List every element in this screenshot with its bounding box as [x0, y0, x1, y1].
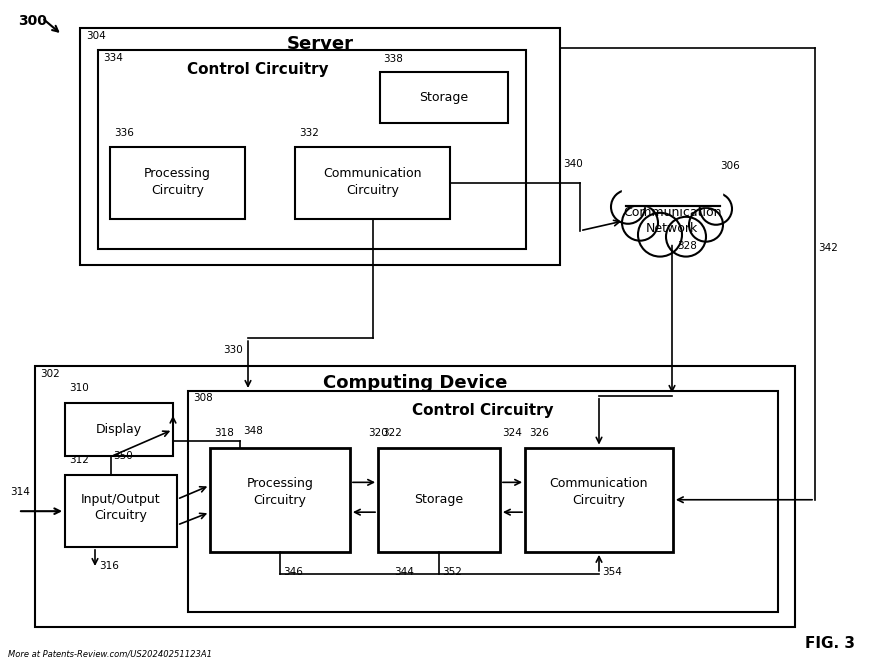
Text: Network: Network [646, 222, 698, 235]
Text: Communication: Communication [323, 166, 422, 180]
Text: Storage: Storage [420, 91, 468, 104]
Bar [622, 186, 722, 206]
Text: Circuitry: Circuitry [573, 494, 626, 507]
Text: 318: 318 [214, 428, 234, 438]
Text: 312: 312 [69, 455, 89, 465]
Text: Computing Device: Computing Device [323, 374, 507, 392]
Bar [378, 447, 500, 552]
Bar [624, 186, 720, 206]
Bar [295, 147, 450, 219]
Text: Server: Server [287, 35, 354, 53]
Text: Storage: Storage [414, 493, 464, 506]
Circle shape [700, 193, 732, 225]
Text: Circuitry: Circuitry [346, 184, 399, 197]
Text: 338: 338 [383, 53, 403, 63]
Ellipse shape [622, 196, 722, 236]
Text: 310: 310 [69, 383, 89, 393]
Text: 336: 336 [114, 128, 134, 138]
Text: 322: 322 [382, 428, 402, 438]
Circle shape [638, 213, 682, 257]
Text: Circuitry: Circuitry [151, 184, 204, 197]
Text: 340: 340 [563, 159, 583, 169]
Text: 314: 314 [10, 487, 30, 497]
Circle shape [666, 216, 706, 257]
Text: 326: 326 [529, 428, 549, 438]
Text: 300: 300 [18, 14, 47, 28]
Bar [65, 403, 173, 457]
Text: Input/Output: Input/Output [81, 493, 161, 506]
Bar [98, 50, 526, 249]
Text: 352: 352 [442, 567, 462, 577]
Text: 316: 316 [99, 561, 119, 571]
Text: Circuitry: Circuitry [94, 509, 148, 521]
Text: 346: 346 [283, 567, 303, 577]
Text: Communication: Communication [623, 207, 722, 219]
Text: 328: 328 [677, 241, 697, 251]
Text: Control Circuitry: Control Circuitry [187, 62, 329, 77]
Text: 306: 306 [720, 161, 740, 171]
Text: Processing: Processing [246, 477, 313, 490]
Text: 304: 304 [86, 31, 106, 41]
Bar [80, 28, 560, 265]
Text: 350: 350 [113, 451, 133, 461]
Text: Processing: Processing [144, 166, 211, 180]
Text: 354: 354 [602, 567, 622, 577]
Text: 302: 302 [40, 369, 60, 379]
Text: More at Patents-Review.com/US20240251123A1: More at Patents-Review.com/US20240251123… [8, 649, 212, 659]
Bar [380, 71, 508, 123]
Text: 334: 334 [103, 53, 123, 63]
Text: Circuitry: Circuitry [253, 494, 306, 507]
Bar [525, 447, 673, 552]
Text: 348: 348 [243, 426, 263, 436]
Text: 342: 342 [818, 243, 838, 253]
Bar [210, 447, 350, 552]
Circle shape [622, 205, 658, 241]
Text: 330: 330 [224, 345, 243, 355]
Text: 320: 320 [368, 428, 388, 438]
Text: 344: 344 [394, 567, 414, 577]
Bar [35, 366, 795, 626]
Text: FIG. 3: FIG. 3 [805, 636, 855, 651]
Bar [110, 147, 245, 219]
Text: Communication: Communication [550, 477, 649, 490]
Text: 308: 308 [193, 393, 213, 403]
Circle shape [689, 208, 723, 242]
Circle shape [611, 190, 645, 224]
Text: Display: Display [96, 423, 142, 436]
Text: 324: 324 [502, 428, 522, 438]
Text: Control Circuitry: Control Circuitry [412, 403, 554, 418]
Text: 332: 332 [299, 128, 319, 138]
Bar [188, 391, 778, 612]
Bar [65, 475, 177, 547]
